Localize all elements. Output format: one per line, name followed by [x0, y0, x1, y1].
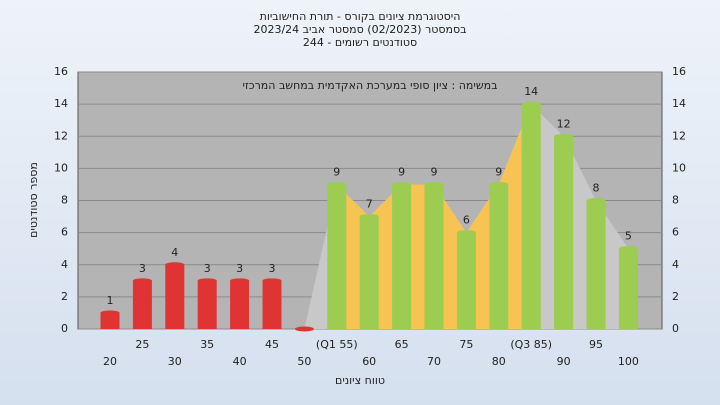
bar — [197, 280, 217, 329]
data-label: 5 — [625, 230, 632, 243]
bar-cap — [456, 230, 476, 236]
x-tick-label: 90 — [557, 355, 571, 368]
bar — [392, 184, 412, 329]
data-label: 3 — [236, 262, 243, 275]
bar-cap — [554, 133, 574, 139]
data-label: 9 — [398, 165, 405, 178]
chart-title: סטודנטים רשומים - 244 — [303, 36, 417, 49]
y-axis-title: מספר סטודנטים — [27, 162, 40, 238]
x-tick-label: 35 — [200, 338, 214, 351]
x-tick-label: 60 — [362, 355, 376, 368]
bar — [165, 264, 185, 329]
y-tick-label: 0 — [672, 322, 679, 335]
bar — [424, 184, 444, 329]
bar — [521, 104, 541, 329]
y-tick-label: 16 — [54, 65, 68, 78]
bar — [456, 232, 476, 329]
data-label: 7 — [366, 198, 373, 211]
y-tick-label: 8 — [61, 194, 68, 207]
y-tick-label: 14 — [672, 97, 686, 110]
y-tick-label: 6 — [61, 226, 68, 239]
data-label: 8 — [593, 182, 600, 195]
data-label: 3 — [204, 262, 211, 275]
bar-cap — [262, 278, 282, 284]
bar-cap — [197, 278, 217, 284]
y-tick-label: 0 — [61, 322, 68, 335]
x-tick-label: 70 — [427, 355, 441, 368]
x-tick-label: 95 — [589, 338, 603, 351]
bar — [489, 184, 509, 329]
bar — [327, 184, 347, 329]
bar-cap — [294, 326, 314, 332]
data-label: 4 — [171, 246, 178, 259]
y-tick-label: 14 — [54, 97, 68, 110]
y-tick-label: 2 — [61, 290, 68, 303]
bar — [230, 280, 250, 329]
bar-cap — [100, 310, 120, 316]
x-tick-label: 75 — [459, 338, 473, 351]
y-tick-label: 6 — [672, 226, 679, 239]
bar-cap — [489, 181, 509, 187]
data-label: 9 — [495, 165, 502, 178]
bar-cap — [230, 278, 250, 284]
data-label: 3 — [139, 262, 146, 275]
bar-cap — [392, 181, 412, 187]
bar-cap — [359, 214, 379, 220]
x-tick-label: 50 — [297, 355, 311, 368]
data-label: 9 — [431, 165, 438, 178]
bar-cap — [327, 181, 347, 187]
x-tick-label: 20 — [103, 355, 117, 368]
y-tick-label: 4 — [672, 258, 679, 271]
bar-cap — [586, 198, 606, 203]
x-tick-label: 65 — [395, 338, 409, 351]
data-label: 1 — [107, 294, 114, 307]
y-tick-label: 4 — [61, 258, 68, 271]
x-tick-label: 45 — [265, 338, 279, 351]
data-label: 6 — [463, 214, 470, 227]
y-tick-label: 2 — [672, 290, 679, 303]
y-tick-label: 10 — [54, 161, 68, 174]
bar — [132, 280, 152, 329]
bar — [359, 216, 379, 329]
data-label: 9 — [333, 165, 340, 178]
x-tick-label: (Q3 85) — [510, 338, 552, 351]
y-tick-label: 8 — [672, 194, 679, 207]
x-tick-label: (Q1 55) — [316, 338, 358, 351]
bar — [618, 248, 638, 329]
bar-cap — [424, 181, 444, 187]
bar-cap — [132, 278, 152, 284]
chart-title: היסטוגרמת ציונים בקורס - תורת החישוביות — [260, 10, 461, 23]
bar-cap — [618, 246, 638, 252]
data-label: 3 — [269, 262, 276, 275]
bar — [554, 136, 574, 329]
y-tick-label: 10 — [672, 161, 686, 174]
x-axis-title: טווח ציונים — [335, 374, 385, 387]
chart-title: בסמסטר (02/2023) סמסטר אביב 2023/24 — [253, 23, 466, 36]
y-tick-label: 12 — [54, 129, 68, 142]
y-tick-label: 16 — [672, 65, 686, 78]
x-tick-label: 25 — [135, 338, 149, 351]
bar — [586, 200, 606, 329]
x-tick-label: 80 — [492, 355, 506, 368]
x-tick-label: 30 — [168, 355, 182, 368]
x-tick-label: 40 — [233, 355, 247, 368]
data-label: 14 — [524, 85, 538, 98]
annotation: במשימה : ציון סופי במערכת האקדמית במחשב … — [243, 79, 498, 92]
x-tick-label: 100 — [618, 355, 639, 368]
bar-cap — [165, 262, 185, 268]
bar — [262, 280, 282, 329]
y-tick-label: 12 — [672, 129, 686, 142]
data-label: 12 — [557, 117, 571, 130]
bar-cap — [521, 101, 541, 107]
bar — [100, 312, 120, 329]
